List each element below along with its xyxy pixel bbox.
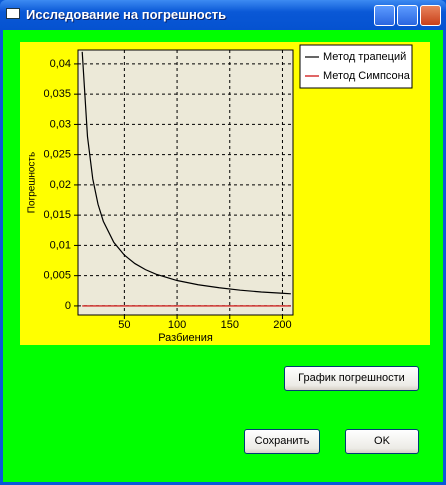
y-tick-label: 0,04 xyxy=(50,58,71,70)
x-tick-label: 100 xyxy=(168,319,186,331)
plot-area xyxy=(77,49,294,316)
x-tick-label: 200 xyxy=(273,319,291,331)
save-button[interactable]: Сохранить xyxy=(244,429,320,454)
y-axis-label: Погрешность xyxy=(27,152,38,213)
y-tick-label: 0,03 xyxy=(50,118,71,130)
window-icon xyxy=(6,8,20,19)
title-bar: Исследование на погрешность xyxy=(0,0,446,30)
y-tick-label: 0,005 xyxy=(43,270,71,282)
y-tick-label: 0,01 xyxy=(50,239,71,251)
x-tick-label: 50 xyxy=(118,319,130,331)
minimize-button[interactable] xyxy=(374,5,395,26)
window-title: Исследование на погрешность xyxy=(26,7,227,22)
y-tick-label: 0,035 xyxy=(43,88,71,100)
chart: 0 0,005 0,01 0,015 0,02 0,025 0,03 0,035 0,04 50 1… xyxy=(20,42,430,345)
x-axis-label: Разбиения xyxy=(158,332,213,344)
maximize-button[interactable] xyxy=(397,5,418,26)
error-chart-button[interactable]: График погрешности xyxy=(284,366,419,391)
ok-button[interactable]: OK xyxy=(345,429,419,454)
y-tick-label: 0,015 xyxy=(43,209,71,221)
y-tick-label: 0 xyxy=(65,300,71,312)
legend-box xyxy=(299,44,413,89)
y-tick-label: 0,02 xyxy=(50,179,71,191)
legend-label: Метод Симпсона xyxy=(323,70,411,82)
x-tick-label: 150 xyxy=(221,319,239,331)
series-line xyxy=(81,51,291,295)
y-tick-label: 0,025 xyxy=(43,149,71,161)
close-button[interactable] xyxy=(420,5,441,26)
legend-label: Метод трапеций xyxy=(323,51,406,63)
